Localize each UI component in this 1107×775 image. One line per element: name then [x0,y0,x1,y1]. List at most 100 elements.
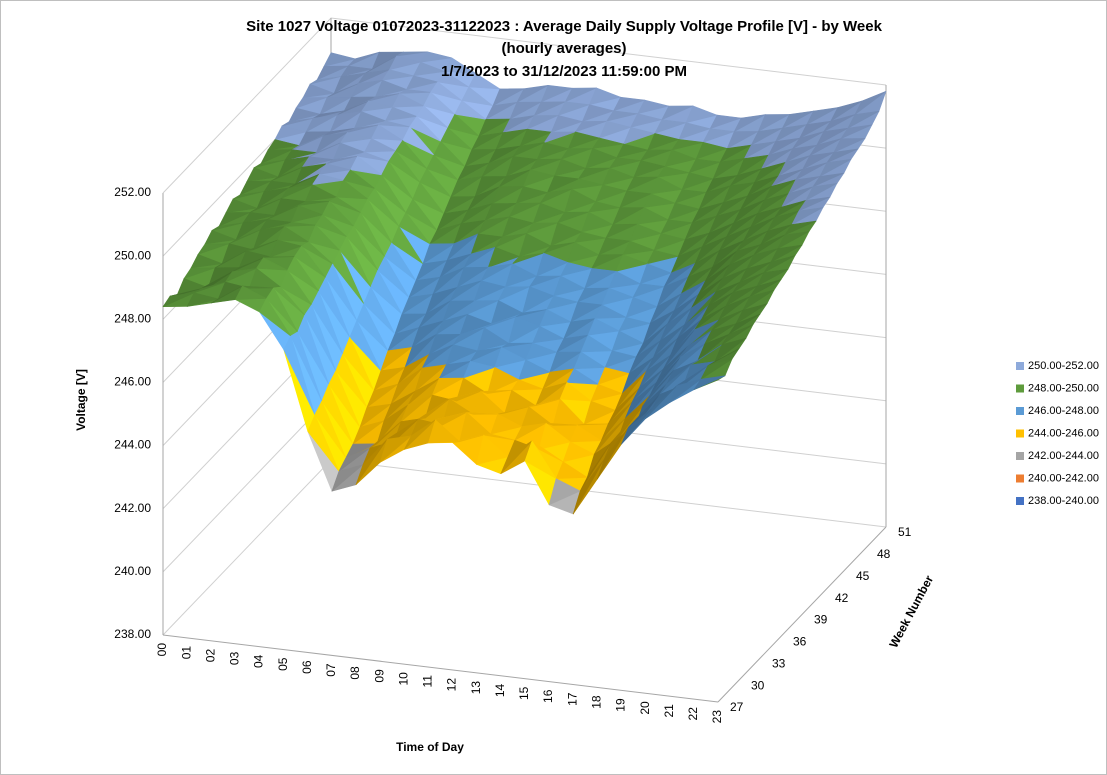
surface-facet [284,222,316,227]
surface-facet [664,149,697,167]
surface-facet [767,210,800,232]
surface-facet [581,211,614,233]
surface-facet [636,207,669,225]
surface-facet [545,422,578,426]
surface-facet [377,256,410,298]
surface-facet [823,114,856,132]
surface-facet [598,237,631,256]
x-tick-label: 23 [710,710,724,724]
legend-label: 248.00-250.00 [1028,382,1099,394]
surface-facet [197,243,230,255]
surface-facet [584,268,617,289]
surface-facet [183,267,216,279]
surface-facet [474,176,507,197]
surface-facet [449,391,481,402]
surface-facet [614,370,647,411]
surface-facet [548,478,581,506]
surface-facet [204,230,237,245]
x-tick-label: 13 [469,681,483,695]
surface-facet [540,85,573,103]
legend-label: 250.00-252.00 [1028,360,1099,372]
axis-line [717,526,887,703]
surface-facet [574,231,607,243]
surface-facet [273,286,306,316]
x-tick-label: 17 [565,692,579,706]
surface-facet [669,378,702,403]
surface-facet [385,106,418,122]
surface-facet [421,344,454,369]
surface-facet [413,61,446,77]
surface-facet [359,403,392,428]
surface-facet [524,440,557,479]
surface-facet [760,224,793,245]
surface-facet [642,370,674,407]
surface-facet [775,124,807,142]
surface-facet [420,51,453,63]
surface-facet [328,370,361,428]
surface-facet [319,96,352,115]
surface-facet [461,86,494,106]
surface-facet [463,360,495,379]
surface-facet [576,423,609,426]
surface-facet [698,264,730,295]
surface-facet [389,55,421,70]
surface-facet [533,202,565,224]
surface-facet [266,205,299,220]
x-tick-label: 16 [541,689,555,703]
surface-facet [577,287,610,303]
surface-facet [629,223,662,242]
surface-facet [611,330,644,352]
surface [162,51,887,515]
surface-facet [685,105,718,123]
surface-facet [707,348,740,366]
surface-facet [501,216,534,238]
surface-facet [693,375,726,391]
surface-facet [536,142,569,160]
surface-facet [777,231,810,249]
surface-facet [363,286,396,335]
surface-facet [687,319,720,347]
x-tick-label: 01 [179,646,193,660]
chart-subtitle: 1/7/2023 to 31/12/2023 11:59:00 PM [441,63,687,80]
surface-facet [698,185,731,210]
surface-facet [369,421,402,449]
surface-facet [511,379,544,391]
surface-facet [426,154,459,181]
surface-facet [414,364,447,392]
surface-facet [190,254,223,269]
surface-facet [600,401,633,442]
y-tick-label: 51 [898,525,912,539]
axis-line [162,634,719,703]
surface-facet [621,407,653,445]
surface-facet [585,148,618,169]
surface-facet [694,236,727,264]
surface-facet [483,433,516,441]
surface-facet [438,360,471,379]
surface-facet [680,266,713,295]
y-tick-label: 27 [730,700,744,714]
surface-facet [516,85,549,103]
surface-facet [649,293,682,324]
surface-facet [384,242,417,281]
surface-facet [631,368,664,402]
surface-facet [663,262,696,287]
surface-facet [816,127,849,146]
surface-facet [397,354,430,385]
surface-facet [770,244,803,263]
surface-facet [753,234,786,256]
surface-facet [419,168,452,198]
surface-facet [535,382,568,407]
surface-facet [290,331,323,402]
surface-facet [308,224,341,251]
surface-facet [670,246,703,274]
surface-facet [580,334,613,353]
surface-facet [557,211,590,224]
surface-facet [309,76,342,85]
surface-facet [444,57,477,74]
surface-facet [321,383,354,445]
surface-facet [778,155,811,177]
surface-facet [774,200,807,218]
surface-facet [588,201,621,213]
surface-facet [519,233,551,257]
